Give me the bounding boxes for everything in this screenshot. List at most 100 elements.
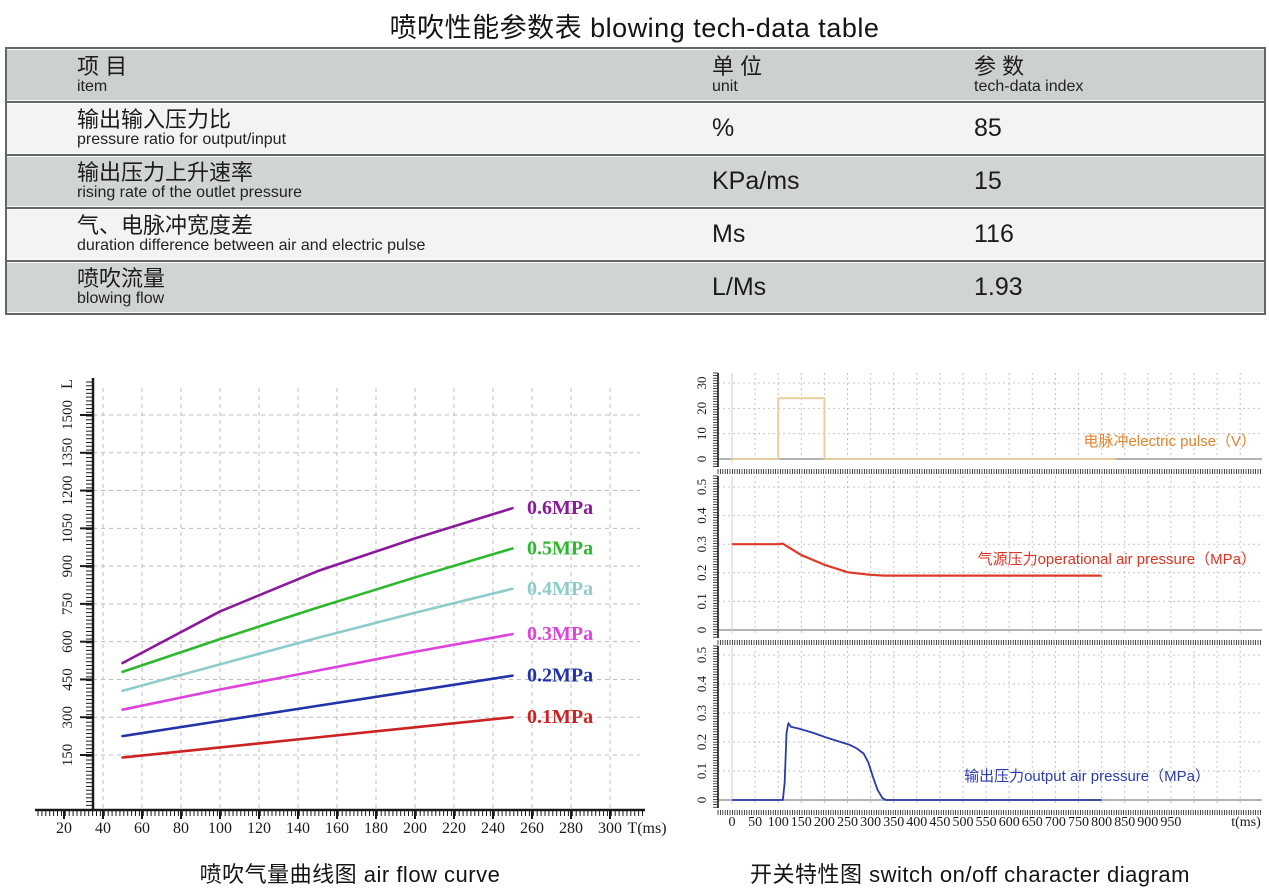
panel-1: 0 0.1 0.2 0.3 0.4 0.5 气源压力operational air pres… <box>694 475 1262 645</box>
y-tick-label: 0.1 <box>694 593 709 609</box>
x-axis-labels: 0 50 100 150 200 250 300 350 400 450 500 550 600 650 7… <box>729 815 1262 830</box>
panel-label-0: 电脉冲electric pulse（V） <box>1083 433 1256 450</box>
y-tick-label: 1200 <box>60 476 76 506</box>
panel-label-1: 气源压力operational air pressure（MPa） <box>978 551 1256 568</box>
item-cn: 输出输入压力比 <box>77 107 232 132</box>
legend-label-0.2mpa: 0.2MPa <box>527 665 593 687</box>
table-row: 输出输入压力比 pressure ratio for output/input … <box>7 101 1264 154</box>
x-tick-label: 450 <box>929 815 950 830</box>
x-tick-label: 700 <box>1045 815 1066 830</box>
x-tick-label: 300 <box>598 820 622 837</box>
x-tick-label: 550 <box>976 815 997 830</box>
y-tick-label: 0.1 <box>694 763 709 779</box>
legend-label-0.5mpa: 0.5MPa <box>527 537 593 559</box>
header-cell-unit: 单 位 unit <box>712 53 974 96</box>
table-row: 喷吹流量 blowing flow L/Ms 1.93 <box>7 260 1264 313</box>
y-tick-label: 0.5 <box>694 647 709 663</box>
x-tick-label: 100 <box>208 820 232 837</box>
x-tick-label: 80 <box>173 820 189 837</box>
x-tick-label: 60 <box>134 820 150 837</box>
x-tick-label: 400 <box>906 815 927 830</box>
legend-label-0.6mpa: 0.6MPa <box>527 497 593 519</box>
signal-curve-2 <box>732 722 1102 801</box>
item-cn: 输出压力上升速率 <box>77 160 254 185</box>
x-tick-label: 250 <box>837 815 858 830</box>
panel-bottom-ticks <box>717 469 1261 474</box>
y-tick-label: 0.4 <box>694 675 709 692</box>
y-tick-label: 0.2 <box>694 734 709 750</box>
caption-switch-diagram: 开关特性图 switch on/off character diagram <box>750 862 1190 887</box>
x-tick-label: 160 <box>325 820 349 837</box>
x-tick-label: 20 <box>56 820 72 837</box>
x-tick-label: 220 <box>442 820 466 837</box>
x-axis-unit: T(ms) <box>627 820 666 837</box>
x-tick-label: 200 <box>814 815 835 830</box>
x-tick-label: 0 <box>729 815 736 830</box>
y-tick-label: 0 <box>694 797 709 804</box>
y-tick-label: 1350 <box>60 438 76 468</box>
panel-2: 0 0.1 0.2 0.3 0.4 0.5 输出压力output air pressure（… <box>694 645 1262 815</box>
x-tick-label: 500 <box>953 815 974 830</box>
y-tick-label: 300 <box>60 706 76 729</box>
page-title: 喷吹性能参数表 blowing tech-data table <box>389 13 880 43</box>
panel-0: 0 10 20 30 电脉冲electric pulse（V） <box>694 372 1262 474</box>
cell-item: 输出输入压力比 pressure ratio for output/input <box>7 107 712 149</box>
curve-0.2mpa <box>121 674 514 738</box>
cell-value: 85 <box>974 114 1002 142</box>
y-tick-label: 750 <box>60 593 76 616</box>
header-item-en: item <box>77 77 108 95</box>
tech-data-table: 项 目 item 单 位 unit 参 数 tech-data index 输出… <box>5 47 1266 315</box>
y-tick-label: 1500 <box>60 400 76 430</box>
y-tick-label: 0.3 <box>694 705 709 721</box>
legend-label-0.3mpa: 0.3MPa <box>527 623 593 645</box>
header-unit-en: unit <box>712 77 738 95</box>
x-tick-label: 40 <box>95 820 111 837</box>
x-tick-label: 100 <box>768 815 789 830</box>
x-tick-label: 350 <box>883 815 904 830</box>
header-cell-item: 项 目 item <box>7 54 712 96</box>
table-row: 气、电脉冲宽度差 duration difference between air… <box>7 207 1264 260</box>
y-tick-label: 0 <box>694 627 709 634</box>
panel-bottom-ticks <box>717 640 1261 645</box>
axis-labels: 150 300 450 600 750 900 1050 1200 1350 1500 L 20 40 6… <box>56 379 667 837</box>
x-tick-label: 200 <box>403 820 427 837</box>
item-en: blowing flow <box>77 290 165 308</box>
y-spine <box>713 475 719 638</box>
x-tick-label: 120 <box>247 820 271 837</box>
x-tick-label: 140 <box>286 820 310 837</box>
legend-label-0.1mpa: 0.1MPa <box>527 706 593 728</box>
item-cn: 气、电脉冲宽度差 <box>77 213 254 238</box>
item-cn: 喷吹流量 <box>77 266 166 291</box>
axes <box>35 378 645 819</box>
y-tick-label: 30 <box>694 377 709 390</box>
switch-character-diagram: 0 10 20 30 电脉冲electric pulse（V） 0 0.1 0.2 0.3 0.4… <box>694 372 1262 830</box>
x-axis-unit: t(ms) <box>1231 815 1261 830</box>
x-tick-label: 950 <box>1160 815 1181 830</box>
curve-0.1mpa <box>121 715 514 759</box>
x-tick-label: 600 <box>999 815 1020 830</box>
y-tick-label: 600 <box>60 630 76 653</box>
y-axis-unit: L <box>59 379 76 389</box>
curve-0.3mpa <box>121 632 514 711</box>
y-spine <box>713 645 719 808</box>
cell-unit: % <box>712 114 735 142</box>
header-unit-cn: 单 位 <box>712 53 763 79</box>
cell-unit: Ms <box>712 220 746 248</box>
table-row: 输出压力上升速率 rising rate of the outlet press… <box>7 154 1264 207</box>
x-tick-label: 300 <box>860 815 881 830</box>
grid <box>93 388 640 810</box>
y-tick-label: 10 <box>694 427 709 440</box>
x-tick-label: 850 <box>1114 815 1135 830</box>
cell-unit: L/Ms <box>712 273 767 301</box>
cell-unit: KPa/ms <box>712 167 800 195</box>
y-tick-label: 20 <box>694 402 709 415</box>
item-en: rising rate of the outlet pressure <box>77 184 303 202</box>
air-flow-curve-chart: 150 300 450 600 750 900 1050 1200 1350 1500 L 20 40 6… <box>35 378 667 837</box>
x-tick-label: 280 <box>559 820 583 837</box>
y-tick-label: 0.4 <box>694 507 709 524</box>
header-index-en: tech-data index <box>974 77 1084 95</box>
curve-0.5mpa <box>121 547 514 674</box>
cell-item: 气、电脉冲宽度差 duration difference between air… <box>7 213 712 255</box>
x-tick-label: 50 <box>748 815 762 830</box>
